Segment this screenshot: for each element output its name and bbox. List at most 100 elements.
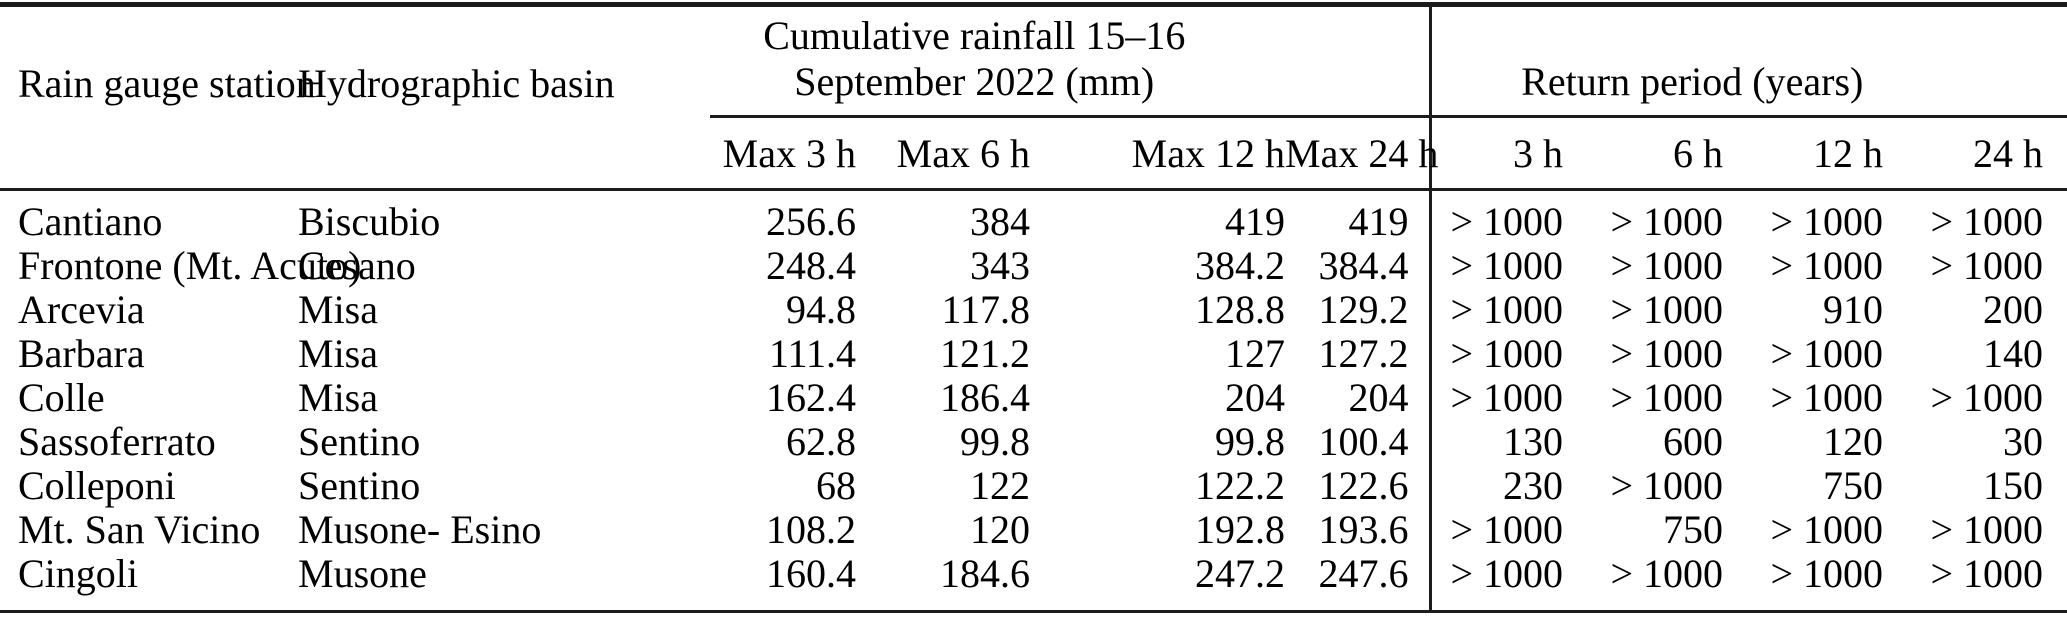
- return-period-value-cell: 120: [1823, 419, 1884, 464]
- basin-cell: Misa: [298, 375, 378, 420]
- col-header-max-3h: Max 3 h: [710, 116, 856, 191]
- group-header-cumulative-rainfall-line2: September 2022 (mm): [794, 59, 1155, 104]
- rainfall-value-cell: 128.8: [1195, 287, 1285, 332]
- return-period-value-cell: > 1000: [1428, 288, 1564, 332]
- rainfall-value-cell: 127.2: [1318, 331, 1409, 376]
- rainfall-value-cell: 204: [1225, 375, 1285, 420]
- rainfall-value-cell: 160.4: [766, 551, 856, 596]
- return-period-value-cell: > 1000: [1428, 189, 1564, 244]
- rainfall-value-cell: 162.4: [766, 375, 856, 420]
- return-period-value-cell: > 1000: [1610, 331, 1724, 376]
- return-period-value-cell: > 1000: [1770, 243, 1884, 288]
- basin-cell: Cesano: [298, 243, 416, 288]
- return-period-value-cell: > 1000: [1610, 375, 1724, 420]
- return-period-value-cell: 130: [1428, 420, 1564, 464]
- return-period-value-cell: > 1000: [1610, 287, 1724, 332]
- return-period-value-cell: > 1000: [1770, 551, 1884, 596]
- return-period-value-cell: > 1000: [1930, 199, 2044, 244]
- rainfall-value-cell: 122.6: [1318, 463, 1409, 508]
- col-header-rp-6h: 6 h: [1563, 116, 1724, 191]
- station-cell: Cantiano: [18, 199, 163, 244]
- col-header-basin: Hydrographic basin: [298, 4, 710, 191]
- rainfall-value-cell: 256.6: [766, 199, 856, 244]
- basin-cell: Misa: [298, 287, 378, 332]
- return-period-value-cell: > 1000: [1930, 507, 2044, 552]
- rainfall-value-cell: 419: [1225, 199, 1285, 244]
- rainfall-value-cell: 384.4: [1318, 243, 1409, 288]
- return-period-value-cell: 200: [1983, 287, 2044, 332]
- rainfall-value-cell: 62.8: [786, 419, 856, 464]
- return-period-value-cell: > 1000: [1610, 199, 1724, 244]
- return-period-value-cell: > 1000: [1770, 375, 1884, 420]
- return-period-value-cell: 140: [1983, 331, 2044, 376]
- rainfall-value-cell: 108.2: [766, 507, 856, 552]
- table-row: Arcevia Misa 94.8 117.8 128.8 129.2 > 1000 > 10…: [0, 288, 2067, 332]
- col-header-rp-12h: 12 h: [1723, 116, 1884, 191]
- table-body: Cantiano Biscubio 256.6 384 419 419 > 1000 > 10…: [0, 189, 2067, 612]
- return-period-value-cell: > 1000: [1428, 376, 1564, 420]
- return-period-value-cell: > 1000: [1610, 243, 1724, 288]
- table-row: Frontone (Mt. Acuto) Cesano 248.4 343 384.2 3…: [0, 244, 2067, 288]
- rainfall-value-cell: 99.8: [960, 419, 1030, 464]
- basin-cell: Biscubio: [298, 199, 441, 244]
- table-row: Cantiano Biscubio 256.6 384 419 419 > 1000 > 10…: [0, 189, 2067, 244]
- table-row: Colle Misa 162.4 186.4 204 204 > 1000 > 1000 > 1…: [0, 376, 2067, 420]
- basin-cell: Misa: [298, 331, 378, 376]
- return-period-value-cell: 750: [1663, 507, 1724, 552]
- sub-header-row: Max 3 h Max 6 h Max 12 h Max 24 h 3 h 6 …: [0, 116, 2067, 191]
- return-period-value-cell: > 1000: [1770, 331, 1884, 376]
- return-period-value-cell: 600: [1663, 419, 1724, 464]
- group-header-return-period: Return period (years): [1428, 4, 2067, 118]
- rainfall-value-cell: 100.4: [1318, 419, 1409, 464]
- basin-cell: Sentino: [298, 419, 421, 464]
- col-header-max-6h: Max 6 h: [856, 116, 1030, 191]
- rainfall-value-cell: 99.8: [1215, 419, 1285, 464]
- col-header-station: Rain gauge station: [0, 4, 316, 191]
- table-row: Barbara Misa 111.4 121.2 127 127.2 > 1000 > 100…: [0, 332, 2067, 376]
- station-cell: Mt. San Vicino: [18, 507, 261, 552]
- table-row: Mt. San Vicino Musone- Esino 108.2 120 192.8…: [0, 508, 2067, 552]
- col-header-rp-3h: 3 h: [1428, 116, 1564, 191]
- return-period-value-cell: > 1000: [1610, 551, 1724, 596]
- rainfall-value-cell: 192.8: [1195, 507, 1285, 552]
- rainfall-value-cell: 94.8: [786, 287, 856, 332]
- return-period-value-cell: > 1000: [1428, 244, 1564, 288]
- rainfall-value-cell: 247.2: [1195, 551, 1285, 596]
- rainfall-value-cell: 247.6: [1318, 551, 1409, 596]
- station-cell: Sassoferrato: [18, 419, 216, 464]
- station-cell: Frontone (Mt. Acuto): [18, 243, 362, 288]
- return-period-value-cell: > 1000: [1428, 552, 1564, 612]
- rainfall-value-cell: 122.2: [1195, 463, 1285, 508]
- station-cell: Arcevia: [18, 287, 145, 332]
- rainfall-value-cell: 419: [1348, 199, 1409, 244]
- rainfall-value-cell: 120: [970, 507, 1030, 552]
- rainfall-value-cell: 122: [970, 463, 1030, 508]
- return-period-value-cell: > 1000: [1930, 375, 2044, 420]
- return-period-value-cell: 750: [1823, 463, 1884, 508]
- rainfall-value-cell: 184.6: [940, 551, 1030, 596]
- return-period-value-cell: 230: [1428, 464, 1564, 508]
- return-period-value-cell: > 1000: [1770, 199, 1884, 244]
- group-header-cumulative-rainfall-line1: Cumulative rainfall 15–16: [763, 13, 1186, 58]
- station-cell: Colle: [18, 375, 105, 420]
- rainfall-value-cell: 111.4: [768, 331, 856, 376]
- table-header: Rain gauge station Hydrographic basin Cu…: [0, 4, 2067, 191]
- return-period-value-cell: > 1000: [1610, 463, 1724, 508]
- rainfall-value-cell: 127: [1225, 331, 1285, 376]
- table-row: Sassoferrato Sentino 62.8 99.8 99.8 100.4 130 6…: [0, 420, 2067, 464]
- rainfall-value-cell: 186.4: [940, 375, 1030, 420]
- table-row: Colleponi Sentino 68 122 122.2 122.6 230 > 1000…: [0, 464, 2067, 508]
- rainfall-value-cell: 121.2: [940, 331, 1030, 376]
- rainfall-value-cell: 68: [816, 463, 856, 508]
- basin-cell: Musone: [298, 551, 427, 596]
- col-header-rp-24h: 24 h: [1883, 116, 2067, 191]
- return-period-value-cell: 910: [1823, 287, 1884, 332]
- return-period-value-cell: > 1000: [1770, 507, 1884, 552]
- rainfall-value-cell: 384: [970, 199, 1030, 244]
- station-cell: Barbara: [18, 331, 145, 376]
- table-row: Cingoli Musone 160.4 184.6 247.2 247.6 > 1000 >…: [0, 552, 2067, 612]
- return-period-value-cell: > 1000: [1428, 508, 1564, 552]
- rainfall-value-cell: 204: [1348, 375, 1409, 420]
